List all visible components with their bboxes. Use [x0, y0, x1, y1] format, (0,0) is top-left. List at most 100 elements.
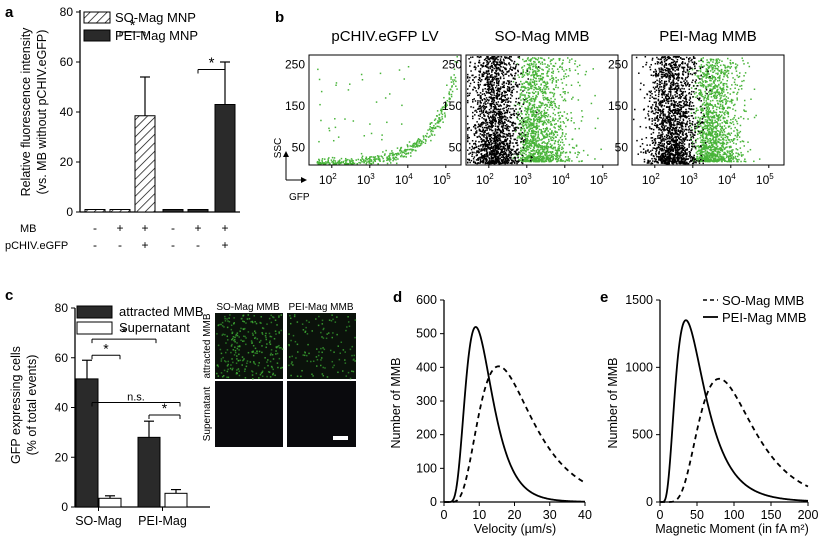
pchiv-sign: + — [221, 238, 228, 252]
scatter-point — [533, 99, 536, 101]
scatter-point — [486, 56, 488, 58]
scatter-point — [512, 88, 515, 91]
scatter-point — [503, 160, 506, 163]
scatter-point — [514, 157, 516, 160]
scatter-point — [512, 125, 514, 127]
scatter-point — [523, 157, 526, 159]
scatter-point — [524, 109, 526, 112]
scatter-point — [401, 151, 404, 154]
scatter-point — [716, 148, 719, 150]
scatter-point — [699, 84, 702, 87]
panel-a-ytick-label: 0 — [66, 205, 73, 219]
scatter-point — [532, 111, 534, 114]
scatter-point — [519, 120, 521, 122]
scatter-point — [522, 98, 525, 101]
scatter-point — [494, 149, 497, 151]
scatter-point — [494, 58, 496, 61]
scatter-point — [493, 111, 496, 113]
scatter-point — [544, 151, 546, 154]
scatter-point — [344, 159, 347, 162]
scatter-point — [504, 116, 507, 118]
scatter-point — [534, 65, 537, 67]
scatter-point — [724, 82, 726, 85]
scatter-point — [715, 72, 717, 75]
scatter-point — [723, 98, 725, 101]
scatter-point — [542, 76, 545, 79]
scatter-point — [565, 75, 568, 78]
scatter-point — [500, 130, 502, 133]
scatter-point — [334, 163, 336, 165]
scatter-point — [504, 151, 507, 154]
scatter-point — [522, 118, 525, 121]
scatter-point — [490, 157, 493, 160]
scatter-point — [521, 118, 523, 120]
scatter-point — [489, 140, 492, 143]
scatter-point — [531, 136, 533, 139]
scatter-point — [726, 75, 728, 77]
scatter-point — [705, 136, 708, 138]
scatter-point — [495, 95, 497, 97]
scatter-point — [512, 159, 514, 162]
scatter-point — [537, 75, 540, 77]
scatter-point — [489, 83, 492, 85]
scatter-point — [558, 105, 560, 107]
scatter-point — [715, 160, 718, 163]
scatter-point — [521, 154, 524, 157]
scatter-point — [540, 78, 542, 80]
scatter-point — [517, 70, 519, 73]
scatter-point — [521, 74, 524, 76]
scatter-point — [495, 101, 498, 104]
scatter-xtick-exp: 3 — [370, 172, 375, 181]
scatter-point — [498, 128, 501, 131]
scatter-point — [561, 68, 564, 71]
scatter-point — [352, 162, 354, 165]
scatter-point — [505, 156, 508, 159]
scatter-point — [706, 59, 708, 61]
scatter-point — [548, 65, 550, 67]
scatter-point — [541, 68, 543, 71]
scatter-point — [715, 150, 717, 152]
scatter-point — [524, 158, 526, 161]
scatter-point — [528, 108, 530, 110]
scatter-point — [531, 68, 534, 71]
scatter-point — [488, 117, 490, 120]
scatter-point — [702, 113, 705, 115]
scatter-point — [549, 78, 551, 81]
scatter-point — [498, 134, 501, 137]
scatter-point — [694, 74, 697, 76]
scatter-point — [494, 134, 497, 136]
scatter-point — [753, 160, 755, 163]
scatter-point — [478, 56, 481, 59]
scatter-point — [499, 108, 501, 111]
scatter-point — [485, 133, 488, 135]
scatter-point — [480, 150, 482, 152]
scatter-point — [529, 152, 531, 154]
scatter-point — [473, 156, 476, 158]
scatter-point — [500, 162, 503, 165]
scatter-point — [495, 97, 498, 100]
scatter-point — [528, 71, 531, 73]
scatter-point — [519, 80, 522, 83]
scatter-point — [512, 157, 514, 159]
scatter-point — [545, 153, 548, 155]
scatter-point — [537, 59, 539, 61]
scatter-point — [511, 149, 513, 151]
scatter-point — [503, 94, 505, 97]
scatter-point — [543, 87, 545, 89]
scatter-point — [513, 67, 515, 70]
scatter-point — [553, 123, 556, 126]
scatter-point — [553, 126, 555, 128]
scatter-point — [482, 62, 485, 65]
scatter-point — [529, 110, 532, 113]
scatter-point — [561, 152, 564, 154]
scatter-point — [734, 63, 737, 65]
scatter-point — [557, 148, 560, 151]
scatter-point — [487, 145, 489, 147]
scatter-point — [489, 91, 491, 94]
scatter-point — [734, 87, 736, 90]
scatter-point — [510, 159, 513, 162]
scatter-point — [334, 160, 337, 162]
scatter-point — [721, 104, 724, 107]
scatter-point — [347, 158, 349, 161]
scatter-point — [365, 157, 367, 160]
